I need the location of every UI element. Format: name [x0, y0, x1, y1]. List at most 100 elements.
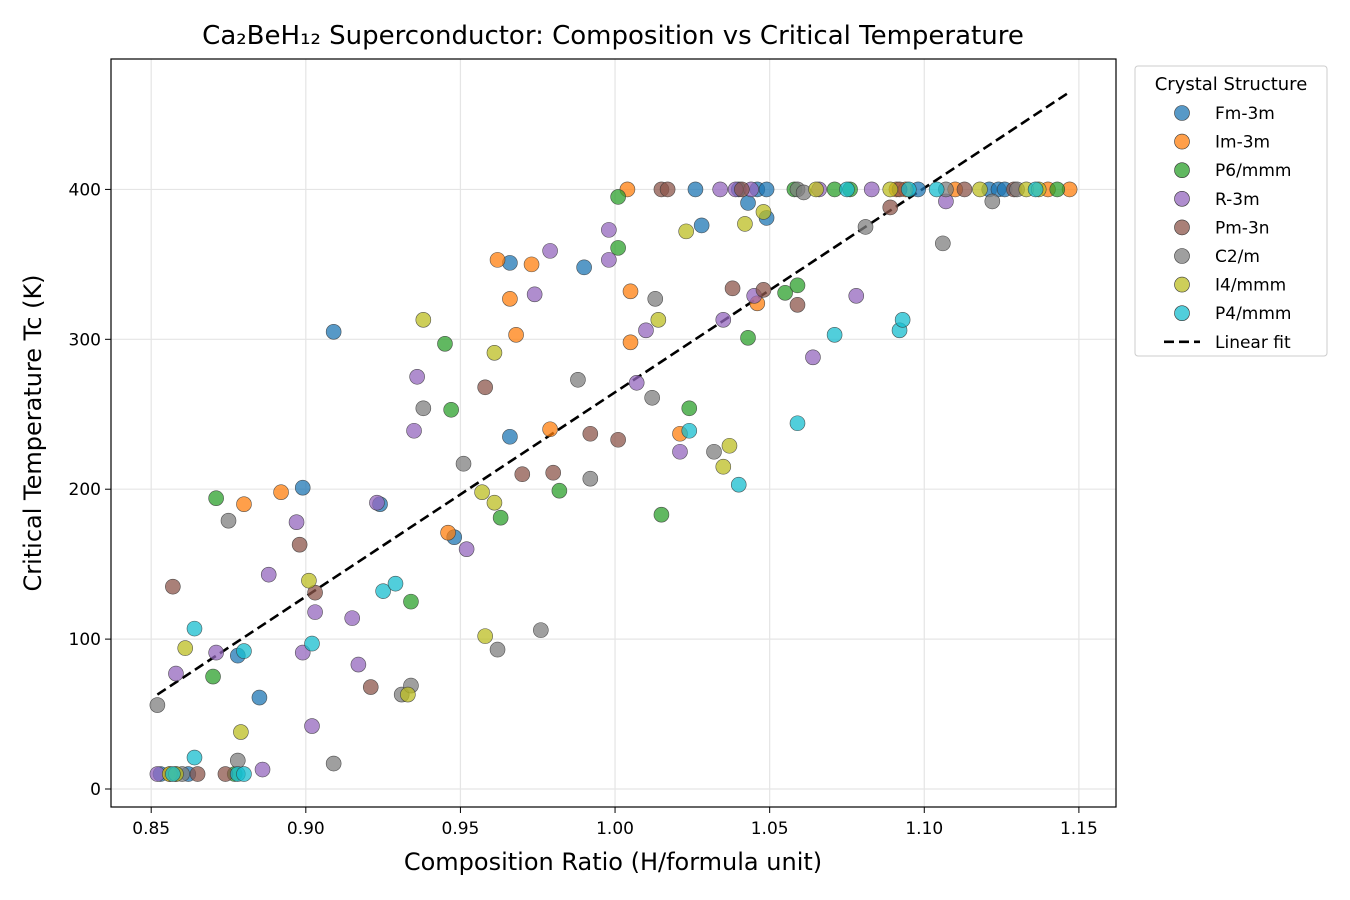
point-fm-3m	[325, 324, 342, 340]
point-r-3m	[542, 243, 558, 259]
point-p6-mmm	[403, 593, 419, 610]
point-c2-m	[415, 400, 432, 417]
legend-marker	[1174, 305, 1190, 322]
point-r-3m	[288, 514, 305, 530]
point-r-3m	[526, 286, 543, 303]
point-p4-mmm	[789, 415, 806, 432]
y-tick-label: 200	[69, 480, 101, 500]
point-p6-mmm	[437, 336, 453, 352]
point-r-3m	[601, 222, 617, 238]
point-i4-mmm	[177, 640, 194, 656]
point-r-3m	[672, 443, 688, 460]
point-im-3m	[508, 327, 524, 343]
point-p6-mmm	[653, 506, 670, 523]
legend-marker	[1174, 219, 1190, 236]
point-im-3m	[489, 252, 506, 268]
point-fm-3m	[576, 259, 592, 276]
point-p4-mmm	[901, 181, 917, 198]
point-p4-mmm	[304, 635, 320, 652]
point-c2-m	[582, 470, 599, 487]
point-i4-mmm	[882, 181, 899, 198]
y-tick-label: 300	[69, 330, 101, 350]
point-c2-m	[455, 455, 472, 472]
point-r-3m	[805, 349, 821, 366]
point-fm-3m	[693, 217, 710, 234]
point-p6-mmm	[551, 482, 568, 499]
point-i4-mmm	[650, 312, 667, 328]
point-fm-3m	[758, 181, 775, 198]
point-i4-mmm	[486, 345, 503, 361]
point-p6-mmm	[1049, 181, 1066, 198]
grid	[111, 59, 1116, 807]
x-tick-label: 0.85	[132, 819, 170, 839]
point-r-3m	[409, 368, 425, 385]
point-fm-3m	[740, 195, 756, 211]
point-i4-mmm	[755, 204, 772, 220]
point-p6-mmm	[208, 490, 224, 507]
point-p4-mmm	[894, 312, 911, 328]
fit-layer	[156, 90, 1071, 696]
point-i4-mmm	[486, 494, 503, 511]
point-fm-3m	[294, 479, 311, 496]
point-p4-mmm	[681, 422, 698, 439]
point-pm-3n	[291, 536, 308, 553]
legend-label: Fm-3m	[1215, 104, 1275, 124]
y-tick-label: 100	[69, 630, 101, 650]
plot-frame	[110, 58, 1117, 808]
point-im-3m	[622, 334, 639, 351]
legend-label: C2/m	[1215, 247, 1260, 267]
point-r-3m	[406, 422, 422, 439]
point-c2-m	[533, 622, 549, 638]
x-tick-label: 0.95	[442, 819, 480, 839]
point-c2-m	[570, 371, 586, 388]
point-c2-m	[647, 291, 664, 307]
point-c2-m	[857, 219, 874, 235]
point-p4-mmm	[236, 643, 252, 659]
point-r-3m	[254, 761, 271, 778]
point-pm-3n	[789, 297, 806, 313]
point-pm-3n	[362, 679, 379, 695]
point-pm-3n	[755, 282, 772, 298]
linear-fit-line	[156, 90, 1071, 696]
legend-label: P6/mmm	[1215, 161, 1291, 181]
chart-title: Ca₂BeH₁₂ Superconductor: Composition vs …	[202, 21, 1024, 51]
point-c2-m	[984, 193, 1001, 210]
y-tick-label: 400	[69, 180, 101, 200]
point-c2-m	[149, 697, 166, 713]
point-i4-mmm	[474, 484, 490, 501]
point-p4-mmm	[165, 766, 181, 782]
point-r-3m	[307, 604, 323, 620]
point-pm-3n	[545, 464, 562, 481]
legend-label: P4/mmm	[1215, 304, 1291, 324]
x-tick-label: 0.90	[287, 819, 325, 839]
x-tick-label: 1.15	[1060, 819, 1098, 839]
point-p6-mmm	[789, 277, 806, 294]
point-im-3m	[502, 291, 518, 307]
point-i4-mmm	[477, 628, 493, 644]
point-im-3m	[236, 496, 252, 513]
point-r-3m	[638, 322, 654, 339]
point-p4-mmm	[236, 766, 252, 782]
point-r-3m	[208, 644, 224, 661]
point-r-3m	[458, 541, 475, 557]
point-im-3m	[273, 484, 289, 501]
point-p6-mmm	[777, 285, 793, 301]
point-p4-mmm	[826, 327, 843, 343]
point-r-3m	[304, 718, 320, 734]
point-c2-m	[706, 443, 722, 460]
point-p6-mmm	[740, 330, 756, 346]
point-pm-3n	[724, 280, 741, 297]
point-c2-m	[644, 389, 660, 406]
point-p4-mmm	[839, 181, 855, 198]
legend-label: I4/mmm	[1215, 276, 1286, 296]
axis-ticks: 0.85 0.90 0.95 1.00 1.05 1.10 1.15 0 100 200 300 40…	[69, 180, 1098, 839]
point-fm-3m	[502, 428, 518, 445]
point-im-3m	[440, 524, 456, 541]
point-r-3m	[715, 312, 732, 328]
point-r-3m	[260, 566, 277, 583]
data-points	[149, 181, 1078, 782]
point-pm-3n	[882, 199, 899, 216]
legend-marker	[1174, 162, 1190, 178]
point-r-3m	[369, 494, 385, 511]
point-pm-3n	[477, 379, 493, 396]
